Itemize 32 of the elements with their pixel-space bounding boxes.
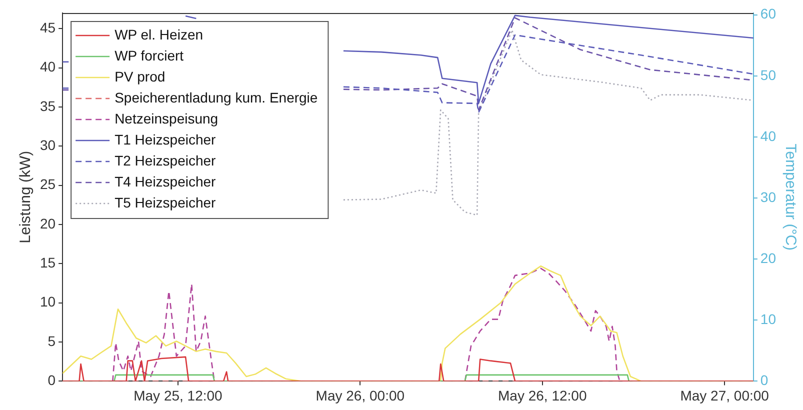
x-tick-label: May 26, 12:00 xyxy=(498,387,587,404)
y-tick-label: 10 xyxy=(40,294,56,310)
legend-label: T2 Heizspeicher xyxy=(114,152,216,168)
legend-label: T5 Heizspeicher xyxy=(114,194,216,210)
y2-tick-label: 30 xyxy=(760,188,776,205)
y2-tick-label: 40 xyxy=(760,128,776,144)
y-tick-label: 0 xyxy=(48,372,56,388)
y-tick-label: 25 xyxy=(40,176,56,192)
y-tick-label: 20 xyxy=(40,215,56,232)
y2-tick-label: 10 xyxy=(760,311,776,327)
y-tick-label: 30 xyxy=(40,137,56,154)
y2-tick-label: 0 xyxy=(760,372,768,388)
legend-label: Speicherentladung kum. Energie xyxy=(114,89,318,106)
x-tick-label: May 26, 00:00 xyxy=(316,387,405,404)
y-axis-title: Leistung (kW) xyxy=(17,150,34,244)
x-tick-label: May 27, 00:00 xyxy=(680,387,770,404)
y-tick-label: 15 xyxy=(40,254,56,271)
legend-label: T4 Heizspeicher xyxy=(114,173,216,190)
x-tick-label: May 25, 12:00 xyxy=(134,387,223,404)
y-tick-label: 45 xyxy=(40,20,56,36)
y-tick-label: 35 xyxy=(40,98,56,114)
legend-label: T1 Heizspeicher xyxy=(114,131,216,148)
y2-tick-label: 20 xyxy=(760,250,776,266)
legend-label: Netzeinspeisung xyxy=(114,110,218,126)
y2-tick-label: 60 xyxy=(760,6,776,22)
legend-label: WP forciert xyxy=(114,47,184,64)
legend-label: WP el. Heizen xyxy=(114,26,204,42)
legend-label: PV prod xyxy=(114,68,166,84)
y2-tick-label: 50 xyxy=(760,66,776,83)
y-tick-label: 40 xyxy=(40,58,56,75)
y-tick-label: 5 xyxy=(48,332,56,349)
y2-axis-title: Temperatur (°C) xyxy=(782,144,799,251)
